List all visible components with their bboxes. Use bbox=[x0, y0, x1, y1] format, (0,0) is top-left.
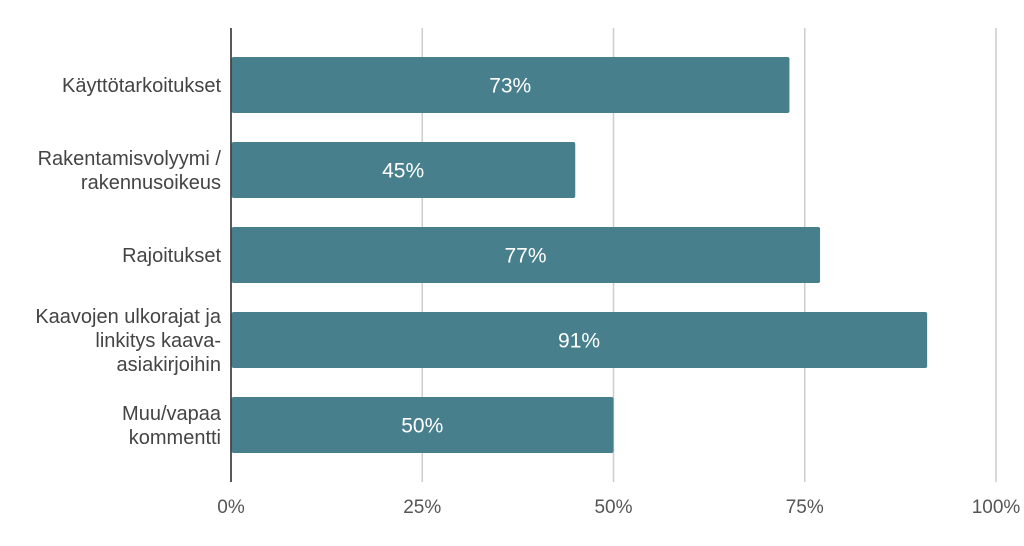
x-tick-labels: 0% 25% 50% 75% 100% bbox=[217, 497, 1020, 518]
category-label: Rajoitukset bbox=[122, 245, 221, 267]
x-tick-label: 100% bbox=[972, 497, 1021, 518]
x-tick-label: 50% bbox=[594, 497, 632, 518]
category-label: Rakentamisvolyymi / rakennusoikeus bbox=[38, 148, 222, 194]
bar-value-label: 50% bbox=[401, 415, 443, 438]
bar bbox=[231, 227, 821, 283]
category-labels: Käyttötarkoitukset Rakentamisvolyymi / rak… bbox=[35, 75, 222, 449]
category-label: Käyttötarkoitukset bbox=[62, 75, 221, 97]
bar bbox=[231, 57, 790, 113]
bar bbox=[231, 142, 576, 198]
x-tick-label: 75% bbox=[786, 497, 824, 518]
bars: 73% 45% 77% 91% 50% bbox=[231, 57, 928, 453]
category-label: Kaavojen ulkorajat ja linkitys kaava-asia… bbox=[35, 306, 222, 376]
bar-value-label: 91% bbox=[558, 330, 600, 353]
bar-value-label: 45% bbox=[382, 160, 424, 183]
x-tick-label: 0% bbox=[217, 497, 245, 518]
x-tick-label: 25% bbox=[403, 497, 441, 518]
category-label: Muu/vapaa kommentti bbox=[122, 403, 222, 449]
bar bbox=[231, 397, 614, 453]
bar bbox=[231, 312, 928, 368]
bar-value-label: 77% bbox=[505, 245, 547, 268]
bar-value-label: 73% bbox=[489, 75, 531, 98]
